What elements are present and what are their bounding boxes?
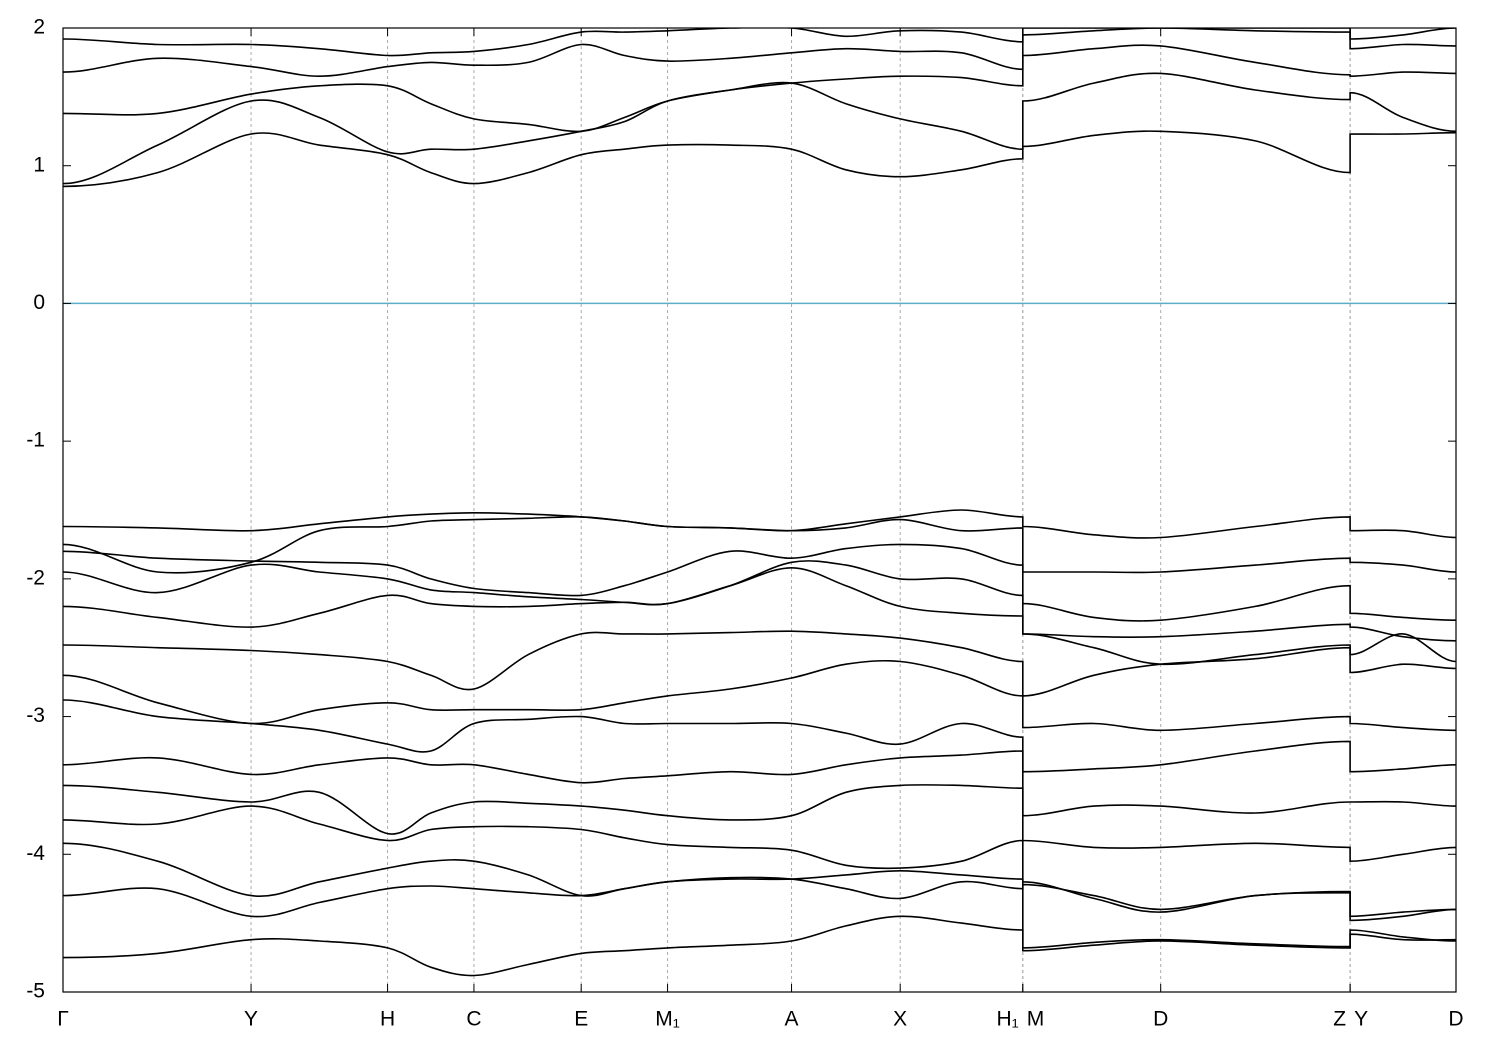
- y-tick-label: -3: [26, 704, 45, 727]
- x-tick-label: Y: [244, 1008, 258, 1031]
- y-tick-label: -2: [26, 566, 45, 589]
- band-line: [63, 805, 1456, 922]
- band-line: [63, 750, 1456, 817]
- x-tick-label: Y: [1354, 1008, 1368, 1031]
- band-line: [63, 699, 1456, 773]
- x-tick-label: D: [1153, 1008, 1168, 1031]
- band-line: [63, 28, 1456, 57]
- band-line: [63, 659, 1456, 732]
- y-tick-label: 0: [33, 291, 45, 314]
- band-line: [63, 44, 1456, 133]
- band-line: [63, 563, 1456, 642]
- grid: [63, 28, 1456, 992]
- x-tick-label: H: [380, 1008, 395, 1031]
- y-tick-label: 1: [33, 153, 45, 176]
- band-line: [63, 509, 1456, 539]
- band-line: [63, 784, 1456, 863]
- x-tick-label: C: [466, 1008, 481, 1031]
- x-tick-label: M₁: [655, 1008, 680, 1031]
- x-tick-label: Γ: [57, 1008, 69, 1031]
- plot-frame: [62, 27, 1457, 993]
- band-line: [63, 842, 1456, 918]
- band-line: [63, 72, 1456, 185]
- y-tick-label: -4: [26, 842, 45, 865]
- band-line: [63, 560, 1456, 666]
- y-tick-label: -1: [26, 429, 45, 452]
- band-line: [63, 515, 1456, 574]
- x-tick-label: M: [1027, 1008, 1045, 1031]
- x-tick-label: H₁: [997, 1008, 1019, 1031]
- band-line: [63, 630, 1456, 697]
- band-line: [63, 915, 1456, 977]
- y-tick-label: 2: [33, 16, 45, 39]
- band-line: [63, 869, 1456, 952]
- x-tick-label: A: [785, 1008, 799, 1031]
- x-tick-label: D: [1448, 1008, 1463, 1031]
- band-line: [63, 28, 1456, 78]
- x-tick-label: Z: [1333, 1008, 1346, 1031]
- band-line: [63, 130, 1456, 188]
- y-tick-label: -5: [26, 980, 45, 1003]
- bands: [63, 28, 1456, 977]
- x-tick-label: X: [893, 1008, 907, 1031]
- x-tick-label: E: [574, 1008, 588, 1031]
- band-line: [63, 543, 1456, 622]
